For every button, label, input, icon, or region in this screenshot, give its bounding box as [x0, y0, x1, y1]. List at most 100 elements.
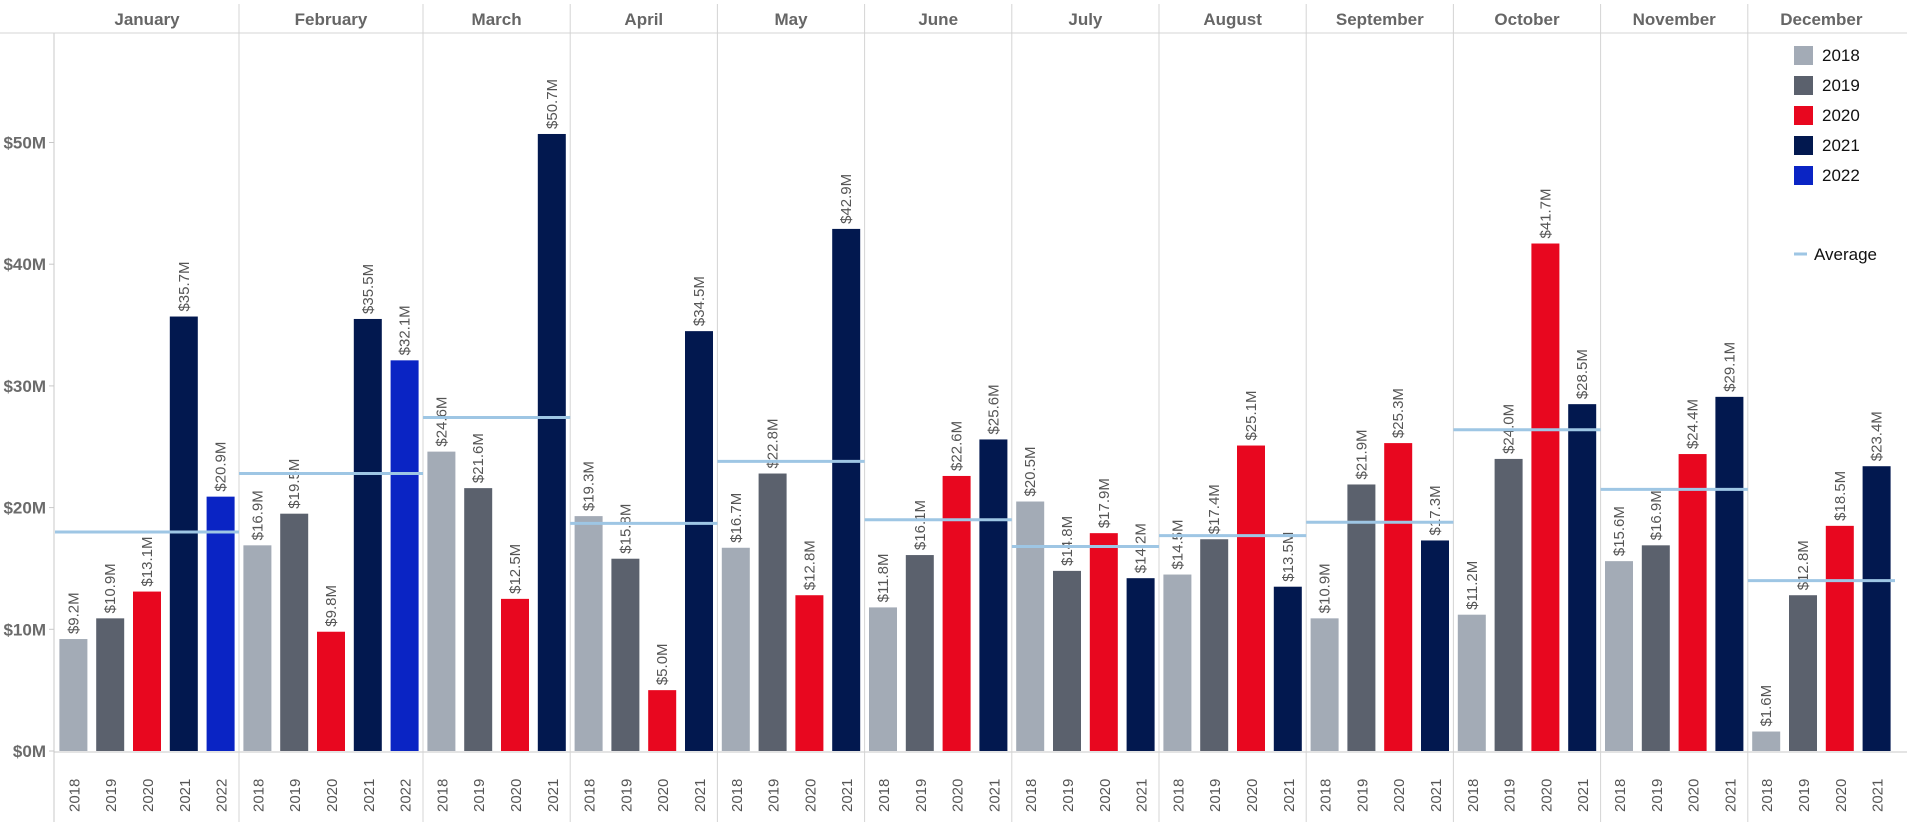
bar[interactable]	[1605, 561, 1633, 751]
bar[interactable]	[1678, 454, 1707, 751]
bar[interactable]	[1641, 545, 1670, 751]
month-header: November	[1633, 10, 1717, 29]
data-label: $13.1M	[139, 537, 156, 587]
x-tick-label: 2018	[1170, 779, 1187, 812]
bar[interactable]	[1273, 586, 1302, 751]
bar[interactable]	[1310, 618, 1339, 751]
bar[interactable]	[574, 516, 603, 751]
x-tick-label: 2018	[1318, 779, 1335, 812]
bar[interactable]	[869, 607, 897, 751]
bar[interactable]	[1862, 466, 1891, 751]
legend-label: 2020	[1822, 106, 1860, 125]
data-label: $16.9M	[249, 490, 266, 540]
bar[interactable]	[317, 631, 345, 751]
data-label: $15.8M	[617, 504, 634, 554]
bar[interactable]	[501, 598, 529, 751]
data-label: $29.1M	[1721, 342, 1738, 392]
bar[interactable]	[243, 545, 272, 751]
bar[interactable]	[1531, 243, 1560, 752]
bar[interactable]	[169, 316, 198, 751]
bar[interactable]	[611, 558, 640, 751]
data-label: $25.3M	[1390, 388, 1407, 438]
bar[interactable]	[537, 133, 566, 751]
data-label: $11.2M	[1464, 561, 1481, 610]
bar[interactable]	[685, 331, 713, 751]
bar[interactable]	[1200, 539, 1229, 751]
bar[interactable]	[942, 475, 971, 751]
x-tick-label: 2020	[655, 779, 672, 812]
bar[interactable]	[1126, 578, 1155, 751]
x-tick-label: 2022	[214, 779, 231, 812]
month-header: December	[1780, 10, 1863, 29]
legend-label: 2022	[1822, 166, 1860, 185]
bar[interactable]	[1237, 445, 1265, 751]
data-label: $35.7M	[176, 261, 193, 311]
x-tick-label: 2022	[398, 779, 415, 812]
bar[interactable]	[1053, 570, 1081, 751]
data-label: $14.8M	[1059, 516, 1076, 566]
bar[interactable]	[1494, 458, 1523, 751]
x-tick-label: 2019	[766, 779, 783, 812]
y-tick-label: $20M	[3, 499, 46, 518]
bar[interactable]	[133, 591, 161, 751]
data-label: $21.9M	[1353, 429, 1370, 479]
bar[interactable]	[390, 360, 419, 751]
data-label: $10.9M	[102, 563, 119, 613]
data-label: $12.8M	[1795, 540, 1812, 590]
bar[interactable]	[758, 473, 787, 751]
bar[interactable]	[1421, 540, 1449, 751]
bar[interactable]	[59, 639, 88, 751]
legend-label: 2019	[1822, 76, 1860, 95]
bar[interactable]	[427, 451, 456, 751]
data-label: $16.1M	[912, 500, 929, 550]
x-tick-label: 2018	[434, 779, 451, 812]
bar[interactable]	[1089, 533, 1118, 751]
data-label: $22.8M	[765, 418, 782, 468]
bar[interactable]	[1825, 525, 1854, 751]
bar[interactable]	[832, 228, 861, 752]
x-tick-label: 2021	[177, 779, 194, 812]
x-tick-label: 2019	[1354, 779, 1371, 812]
x-tick-label: 2019	[913, 779, 930, 812]
bar[interactable]	[353, 318, 382, 751]
bar[interactable]	[795, 595, 824, 751]
bar[interactable]	[979, 439, 1008, 751]
x-tick-label: 2018	[1023, 779, 1040, 812]
x-tick-label: 2020	[1244, 779, 1261, 812]
bar[interactable]	[1016, 501, 1045, 751]
bar[interactable]	[1384, 443, 1413, 751]
legend-swatch	[1794, 46, 1813, 65]
bar[interactable]	[1163, 574, 1192, 751]
data-label: $17.3M	[1427, 485, 1444, 535]
bar[interactable]	[464, 488, 493, 751]
x-tick-label: 2021	[1575, 779, 1592, 812]
bar[interactable]	[1752, 731, 1781, 751]
x-tick-label: 2018	[582, 779, 599, 812]
data-label: $14.2M	[1133, 523, 1150, 573]
bar[interactable]	[96, 618, 125, 751]
x-tick-label: 2019	[471, 779, 488, 812]
bar[interactable]	[1568, 404, 1597, 751]
bar[interactable]	[1789, 595, 1817, 751]
bar[interactable]	[648, 690, 677, 751]
data-label: $32.1M	[397, 305, 414, 355]
bar[interactable]	[1715, 396, 1744, 751]
data-label: $18.5M	[1832, 471, 1849, 521]
bar[interactable]	[280, 513, 309, 751]
month-header: August	[1203, 10, 1262, 29]
x-tick-label: 2019	[618, 779, 635, 812]
bar[interactable]	[206, 496, 235, 751]
data-label: $28.5M	[1574, 349, 1591, 399]
x-tick-label: 2018	[729, 779, 746, 812]
x-tick-label: 2021	[361, 779, 378, 812]
legend-swatch	[1794, 76, 1813, 95]
y-tick-label: $0M	[13, 742, 46, 761]
bar[interactable]	[1457, 614, 1486, 751]
x-tick-label: 2020	[1097, 779, 1114, 812]
x-tick-label: 2019	[287, 779, 304, 812]
bar[interactable]	[721, 547, 750, 751]
bar[interactable]	[1347, 484, 1376, 751]
x-tick-label: 2020	[324, 779, 341, 812]
bar[interactable]	[905, 555, 934, 751]
y-tick-label: $10M	[3, 620, 46, 639]
